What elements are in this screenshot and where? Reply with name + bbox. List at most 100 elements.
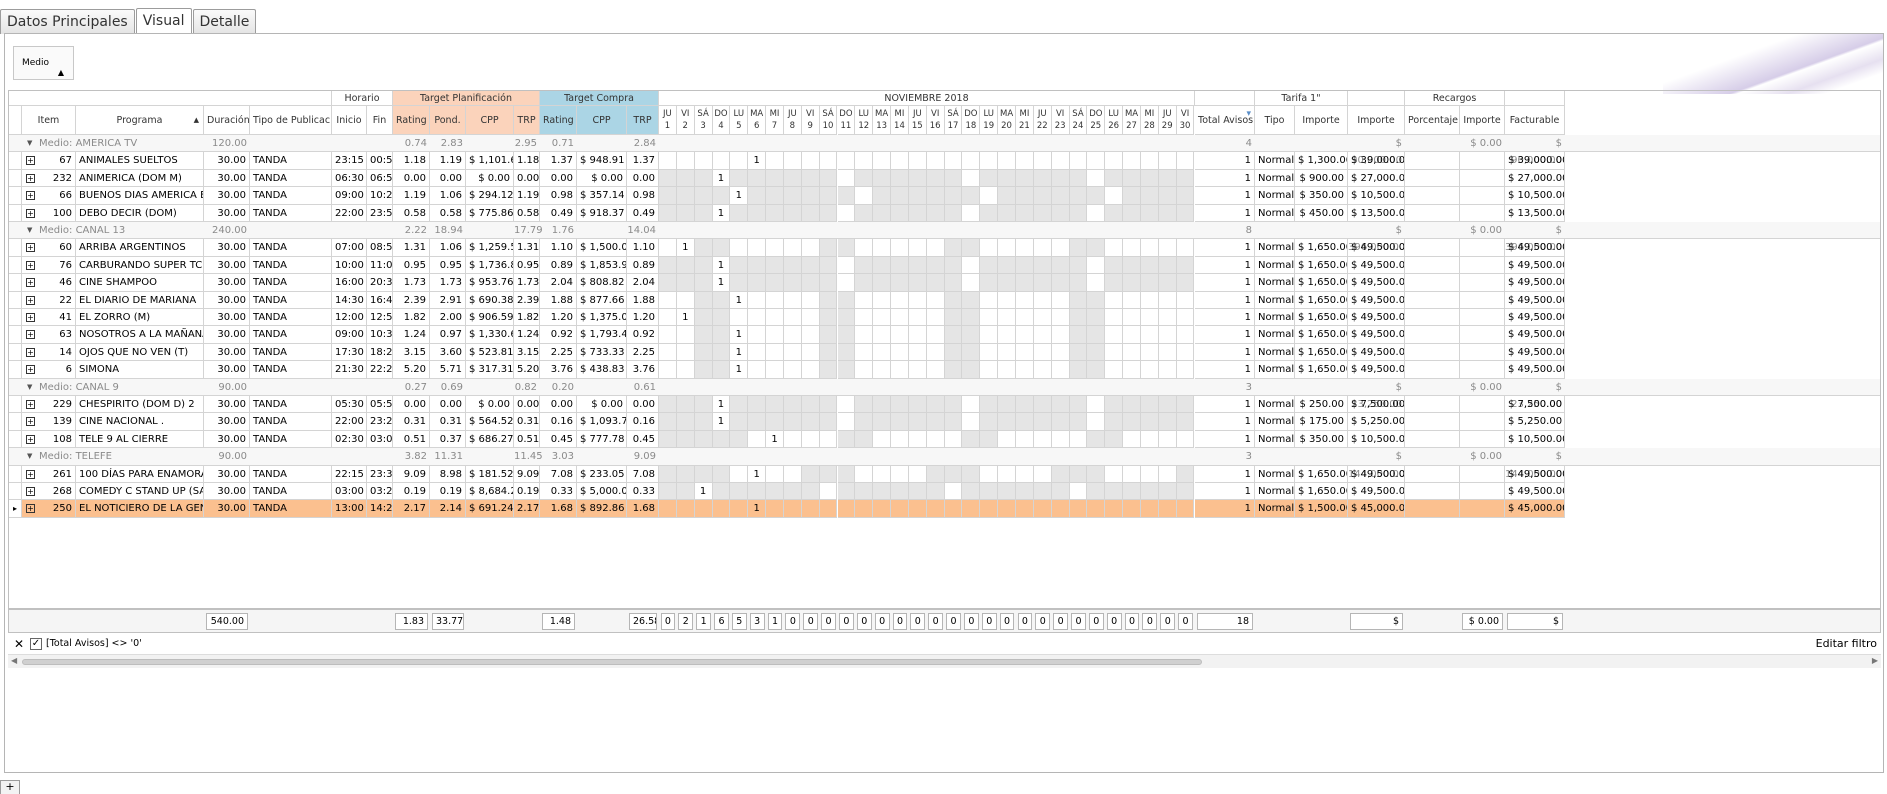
day-cell[interactable] [748, 483, 767, 501]
recargo-importe-cell[interactable] [1460, 256, 1505, 275]
day-cell[interactable] [766, 413, 784, 431]
day-cell[interactable] [1140, 309, 1159, 327]
header-day[interactable]: VI 9 [801, 106, 820, 135]
day-cell[interactable] [819, 343, 838, 362]
day-cell[interactable] [748, 239, 767, 257]
day-cell[interactable] [1069, 256, 1088, 275]
day-cell[interactable] [712, 430, 731, 449]
day-cell[interactable] [801, 274, 820, 292]
fin-cell[interactable]: 23:30 [367, 465, 393, 483]
day-cell[interactable] [855, 309, 874, 327]
fin-cell[interactable]: 00:59 [367, 152, 393, 170]
header-day[interactable]: MI 28 [1140, 106, 1159, 135]
day-cell[interactable] [1033, 396, 1052, 414]
expand-row-icon[interactable]: + [26, 434, 35, 444]
day-cell[interactable] [980, 204, 999, 222]
header-fin[interactable]: Fin [367, 106, 393, 135]
tipo-publicacion-cell[interactable]: TANDA [250, 256, 332, 275]
day-cell[interactable] [748, 413, 767, 431]
day-cell[interactable] [712, 343, 731, 362]
day-cell[interactable] [980, 343, 999, 362]
item-cell[interactable]: +232 [22, 169, 76, 188]
recargo-porcentaje-cell[interactable] [1405, 256, 1460, 275]
plan-trp-cell[interactable]: 0.58 [514, 204, 540, 222]
fin-cell[interactable]: 05:59 [367, 396, 393, 414]
item-cell[interactable]: +66 [22, 187, 76, 205]
day-cell[interactable] [819, 256, 838, 275]
fin-cell[interactable]: 03:29 [367, 483, 393, 501]
plan-trp-cell[interactable]: 0.00 [514, 396, 540, 414]
day-cell[interactable] [712, 465, 731, 483]
total-avisos-cell[interactable]: 1 [1195, 169, 1255, 188]
duracion-cell[interactable]: 30.00 [204, 500, 250, 518]
tipo-publicacion-cell[interactable]: TANDA [250, 413, 332, 431]
day-cell[interactable] [944, 309, 963, 327]
day-cell[interactable] [819, 152, 838, 170]
compra-trp-cell[interactable]: 0.92 [627, 326, 659, 344]
day-cell[interactable] [908, 239, 927, 257]
importe-cell[interactable]: $ 10,500.00 [1348, 187, 1405, 205]
recargo-importe-cell[interactable] [1460, 413, 1505, 431]
tipo-publicacion-cell[interactable]: TANDA [250, 483, 332, 501]
day-cell[interactable] [837, 430, 856, 449]
compra-trp-cell[interactable]: 1.10 [627, 239, 659, 257]
day-cell[interactable] [873, 413, 892, 431]
day-cell[interactable] [873, 361, 892, 379]
plan-rating-cell[interactable]: 9.09 [393, 465, 430, 483]
day-cell[interactable] [1123, 361, 1141, 379]
facturable-cell[interactable]: $ 5,250.00 [1505, 413, 1565, 431]
day-cell[interactable] [873, 396, 892, 414]
horizontal-scrollbar[interactable]: ◀ ▶ [8, 654, 1881, 668]
day-cell[interactable] [712, 291, 731, 309]
tab-detalle[interactable]: Detalle [192, 9, 257, 34]
header-day[interactable]: LU 5 [730, 106, 749, 135]
plan-pond-cell[interactable]: 3.60 [430, 343, 466, 362]
compra-cpp-cell[interactable]: $ 438.83 [577, 361, 627, 379]
day-cell[interactable] [1051, 500, 1070, 518]
header-day[interactable]: JU 29 [1158, 106, 1177, 135]
fin-cell[interactable]: 23:59 [367, 204, 393, 222]
programa-cell[interactable]: 100 DÍAS PARA ENAMORARSE [76, 465, 204, 483]
day-cell[interactable] [962, 309, 981, 327]
day-cell[interactable] [873, 465, 892, 483]
header-compra-cpp[interactable]: CPP [577, 106, 627, 135]
tarifa-tipo-cell[interactable]: Normal [1255, 343, 1295, 362]
day-cell[interactable] [944, 187, 963, 205]
day-cell[interactable] [998, 239, 1016, 257]
day-cell[interactable] [1140, 326, 1159, 344]
expand-row-icon[interactable]: + [26, 400, 35, 409]
day-cell[interactable] [1033, 430, 1052, 449]
day-cell[interactable] [962, 396, 981, 414]
day-cell[interactable] [766, 204, 784, 222]
day-cell[interactable] [1016, 413, 1034, 431]
day-cell[interactable] [1016, 326, 1034, 344]
day-cell[interactable] [1176, 430, 1195, 449]
facturable-cell[interactable]: $ 49,500.00 [1505, 274, 1565, 292]
day-cell[interactable] [998, 413, 1016, 431]
compra-trp-cell[interactable]: 0.98 [627, 187, 659, 205]
recargo-importe-cell[interactable] [1460, 430, 1505, 449]
recargo-porcentaje-cell[interactable] [1405, 413, 1460, 431]
day-cell[interactable] [1105, 309, 1124, 327]
day-cell[interactable] [712, 239, 731, 257]
day-cell[interactable] [962, 413, 981, 431]
plan-trp-cell[interactable]: 2.39 [514, 291, 540, 309]
header-day[interactable]: MI 7 [766, 106, 784, 135]
compra-trp-cell[interactable]: 3.76 [627, 361, 659, 379]
plan-pond-cell[interactable]: 1.73 [430, 274, 466, 292]
compra-trp-cell[interactable]: 0.49 [627, 204, 659, 222]
compra-cpp-cell[interactable]: $ 808.82 [577, 274, 627, 292]
inicio-cell[interactable]: 02:30 [332, 430, 367, 449]
day-cell[interactable] [908, 361, 927, 379]
day-cell[interactable] [855, 204, 874, 222]
day-cell[interactable] [1069, 343, 1088, 362]
day-cell[interactable] [891, 204, 909, 222]
header-day[interactable]: LU 26 [1105, 106, 1124, 135]
day-cell[interactable] [998, 274, 1016, 292]
day-cell[interactable] [1016, 204, 1034, 222]
day-cell[interactable] [801, 343, 820, 362]
day-cell[interactable] [908, 187, 927, 205]
day-cell[interactable] [908, 309, 927, 327]
day-cell[interactable] [1105, 343, 1124, 362]
day-cell[interactable] [926, 169, 945, 188]
